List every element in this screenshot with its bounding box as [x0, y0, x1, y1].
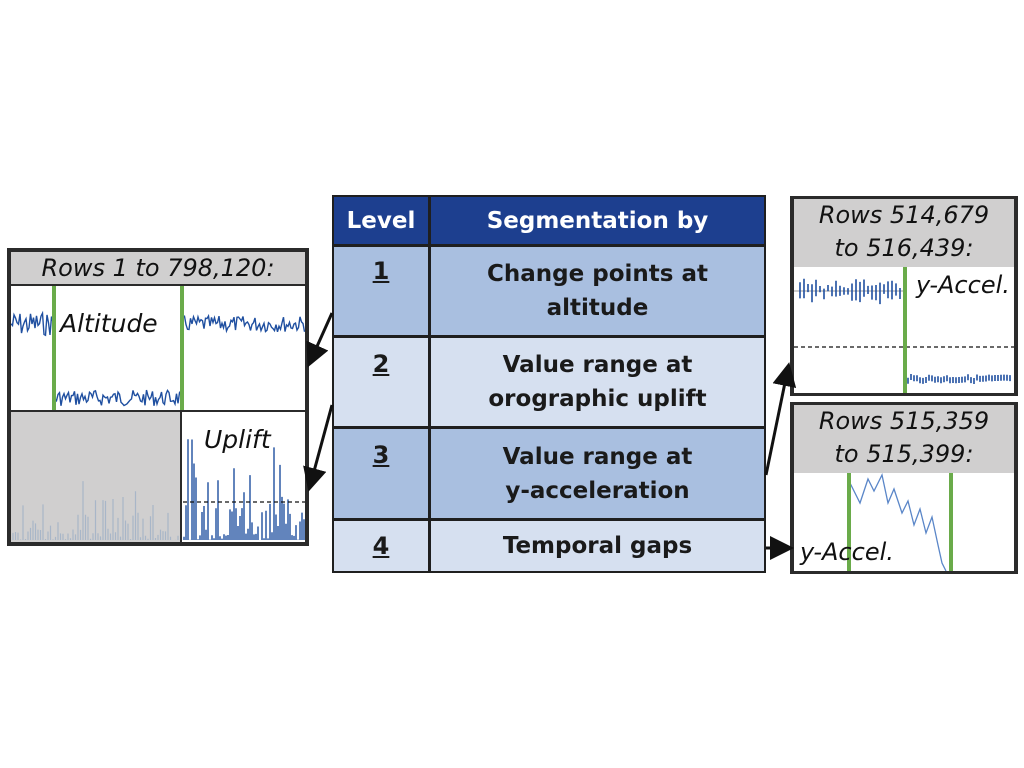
altitude-signal-segment-2 [54, 388, 182, 407]
right-top-plot [794, 267, 1014, 393]
row-2-line-1: Value range at [502, 352, 693, 378]
y-accel-signal-before [799, 278, 901, 305]
altitude-label: Altitude [60, 309, 158, 338]
table-header-level: Level [334, 197, 428, 244]
altitude-plot [11, 286, 305, 410]
table-row-3-level: 3 [334, 429, 428, 518]
right-bottom-plot [794, 473, 1014, 571]
table-row-2-segmentation: Value range at orographic uplift [431, 338, 764, 426]
right-top-title: Rows 514,679 to 516,439: [794, 199, 1014, 267]
arrow-level-3-to-y-accel [764, 362, 797, 476]
uplift-label: Uplift [204, 425, 271, 454]
uplift-plot [11, 412, 305, 542]
arrow-level-1-to-altitude [306, 312, 334, 368]
row-3-line-1: Value range at [502, 443, 693, 470]
left-panel-title: Rows 1 to 798,120: [11, 252, 305, 284]
uplift-signal-filtered [12, 481, 179, 540]
y-accel-detail-signal [849, 473, 947, 571]
table-row-4-segmentation: Temporal gaps [431, 521, 764, 571]
altitude-signal-segment-1 [11, 310, 54, 337]
right-top-label: y-Accel. [916, 271, 1010, 299]
change-point-line-1 [52, 286, 56, 410]
table-row-3-segmentation: Value range at y-acceleration [431, 429, 764, 518]
y-accel-signal-after [907, 374, 1011, 384]
uplift-signal-selected [183, 439, 305, 540]
table-row-1-segmentation: Change points at altitude [431, 247, 764, 335]
row-2-line-2: orographic uplift [488, 386, 707, 412]
row-3-line-2: y-acceleration [505, 477, 690, 504]
table-header-segmentation: Segmentation by [431, 197, 764, 244]
right-top-title-line-1: Rows 514,679 [818, 201, 990, 229]
table-row-1-level: 1 [334, 247, 428, 335]
gap-boundary-line-1 [847, 473, 851, 571]
right-bottom-title-line-2: to 515,399: [834, 440, 974, 468]
change-point-line-2 [180, 286, 184, 410]
gap-boundary-line-2 [949, 473, 953, 571]
arrow-level-2-to-uplift [303, 404, 334, 492]
right-top-title-line-2: to 516,439: [834, 234, 974, 262]
table-row-4-level: 4 [334, 521, 428, 571]
table-row-2-level: 2 [334, 338, 428, 426]
altitude-signal-segment-3 [182, 313, 305, 334]
segment-boundary-line [903, 267, 907, 393]
right-bottom-title: Rows 515,359 to 515,399: [794, 405, 1014, 473]
right-bottom-label: y-Accel. [800, 538, 894, 566]
row-1-line-1: Change points at [487, 261, 708, 287]
row-1-line-2: altitude [546, 295, 649, 321]
right-bottom-title-line-1: Rows 515,359 [818, 407, 990, 435]
